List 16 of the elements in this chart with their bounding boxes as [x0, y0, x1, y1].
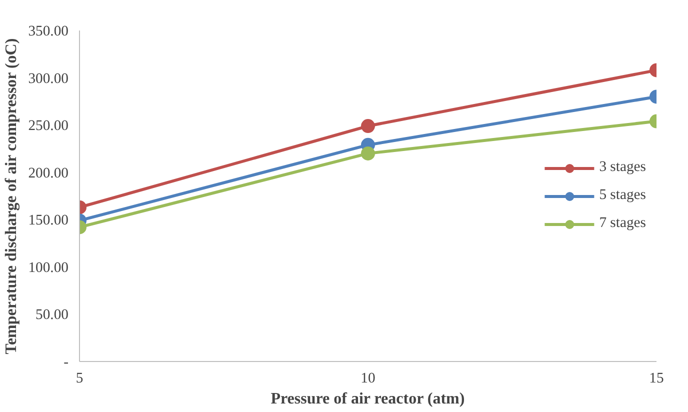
x-tick-label: 15 [649, 370, 664, 386]
x-tick-label: 10 [360, 370, 376, 386]
x-tick-label: 5 [76, 370, 84, 386]
y-tick-label: 50.00 [36, 307, 69, 324]
y-tick-label: - [64, 354, 69, 370]
y-tick-label: 350.00 [28, 24, 69, 40]
y-tick-label: 300.00 [28, 70, 69, 87]
y-axis-title: Temperature discharge of air compressor (oC) [3, 38, 20, 354]
y-tick-label: 200.00 [28, 165, 69, 182]
legend-label: 5 stages [599, 187, 646, 204]
x-axis-title: Pressure of air reactor (atm) [270, 390, 465, 408]
legend-label: 3 stages [599, 159, 646, 176]
legend-label: 7 stages [599, 215, 646, 232]
y-tick-label: 150.00 [28, 212, 69, 229]
y-tick-label: 100.00 [28, 260, 69, 276]
y-tick-label: 250.00 [28, 118, 69, 134]
